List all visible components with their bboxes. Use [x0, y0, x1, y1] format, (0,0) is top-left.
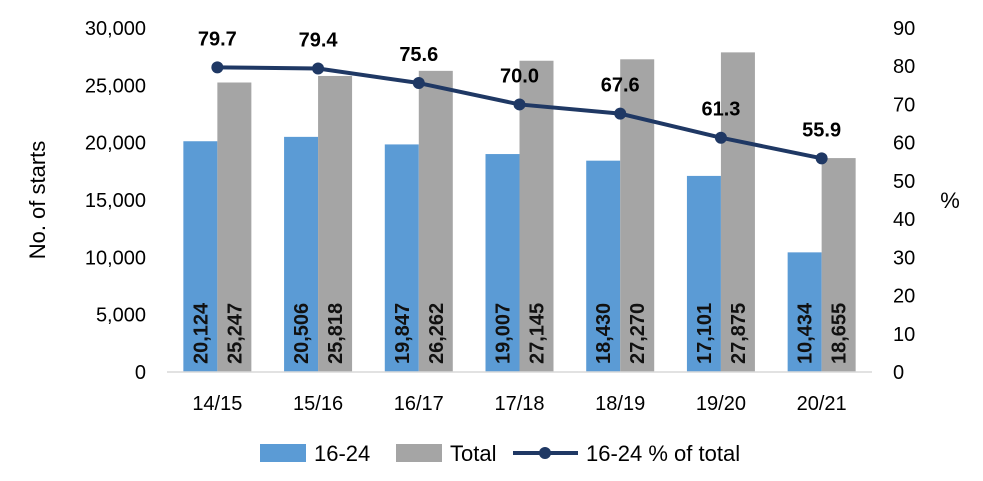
- y-tick-label: 30,000: [85, 18, 146, 40]
- left-axis-ticks: 0 5,000 10,000 15,000 20,000 25,000 30,000: [85, 18, 146, 384]
- legend: 16-24 Total 16-24 % of total: [260, 441, 740, 466]
- legend-swatch-age-16-24: [260, 444, 306, 462]
- bar-total: [620, 59, 655, 372]
- bar-data-label: 20,506: [291, 303, 313, 364]
- bar-data-label: 17,101: [694, 303, 716, 364]
- bar-data-label: 18,430: [593, 303, 615, 364]
- legend-swatch-total: [396, 444, 442, 462]
- bar-data-label: 27,270: [627, 303, 649, 364]
- bar-age-16-24: [586, 160, 621, 372]
- x-tick-label: 14/15: [192, 393, 242, 415]
- bar-data-label: 27,875: [728, 303, 750, 364]
- y2-tick-label: 20: [893, 286, 915, 308]
- y-axis-title: No. of starts: [25, 141, 50, 260]
- y-tick-label: 15,000: [85, 190, 146, 212]
- legend-label-age-16-24: 16-24: [314, 441, 370, 466]
- bar-data-label: 18,655: [829, 303, 851, 364]
- bar-total: [318, 75, 353, 372]
- bar-age-16-24: [384, 144, 419, 372]
- y2-tick-label: 50: [893, 171, 915, 193]
- bar-data-label: 19,007: [493, 303, 515, 364]
- line-data-label: 67.6: [601, 75, 640, 97]
- bars: 20,124 20,506 19,847 19,007 18,430 17,101 10,4…: [183, 52, 856, 372]
- bar-data-label: 27,145: [527, 303, 549, 364]
- x-tick-label: 19/20: [696, 393, 746, 415]
- legend-label-percent: 16-24 % of total: [586, 441, 740, 466]
- bar-total: [418, 70, 453, 372]
- legend-swatch-marker: [539, 447, 551, 459]
- legend-label-total: Total: [450, 441, 496, 466]
- y2-tick-label: 70: [893, 94, 915, 116]
- y2-tick-label: 60: [893, 133, 915, 155]
- y2-tick-label: 0: [893, 362, 904, 384]
- x-tick-label: 16/17: [394, 393, 444, 415]
- y-tick-label: 0: [135, 362, 146, 384]
- y-tick-label: 5,000: [96, 305, 146, 327]
- line-point: [815, 152, 828, 165]
- right-axis-ticks: 0 10 20 30 40 50 60 70 80 90: [893, 18, 915, 384]
- y-tick-label: 25,000: [85, 75, 146, 97]
- line-point: [614, 107, 627, 120]
- bar-data-label: 10,434: [795, 302, 817, 364]
- percent-line-series: 79.7 79.4 75.6 70.0 67.6 61.3 55.9: [198, 28, 841, 165]
- line-data-label: 70.0: [500, 65, 539, 87]
- bar-age-16-24: [284, 136, 319, 372]
- x-tick-label: 15/16: [293, 393, 343, 415]
- bar-data-label: 26,262: [426, 303, 448, 364]
- line-point: [714, 131, 727, 144]
- bar-data-label: 19,847: [392, 303, 414, 364]
- line-data-label: 79.7: [198, 28, 237, 50]
- y-tick-label: 10,000: [85, 247, 146, 269]
- y2-tick-label: 10: [893, 324, 915, 346]
- line-data-label: 55.9: [802, 119, 841, 141]
- line-point: [513, 98, 526, 111]
- x-tick-label: 17/18: [494, 393, 544, 415]
- line-data-label: 61.3: [701, 99, 740, 121]
- bar-data-label: 25,818: [325, 303, 347, 364]
- bar-total: [217, 82, 252, 372]
- x-tick-label: 18/19: [595, 393, 645, 415]
- bar-data-label: 20,124: [190, 302, 212, 364]
- bar-total: [720, 52, 755, 372]
- line-point: [412, 77, 425, 90]
- y2-tick-label: 90: [893, 18, 915, 40]
- bar-age-16-24: [787, 252, 822, 372]
- y2-tick-label: 40: [893, 209, 915, 231]
- bar-age-16-24: [686, 175, 721, 372]
- bar-age-16-24: [485, 154, 520, 372]
- category-axis-ticks: 14/15 15/16 16/17 17/18 18/19 19/20 20/21: [192, 393, 846, 415]
- line-data-label: 79.4: [299, 30, 339, 52]
- line-point: [312, 62, 325, 75]
- line-point: [211, 61, 224, 74]
- bar-age-16-24: [183, 141, 218, 372]
- bar-total: [519, 60, 554, 372]
- bar-total: [821, 158, 856, 372]
- y2-tick-label: 30: [893, 247, 915, 269]
- line-data-label: 75.6: [399, 44, 438, 66]
- y2-axis-title: %: [940, 188, 960, 213]
- y-tick-label: 20,000: [85, 133, 146, 155]
- y2-tick-label: 80: [893, 56, 915, 78]
- bar-data-label: 25,247: [224, 303, 246, 364]
- x-tick-label: 20/21: [797, 393, 847, 415]
